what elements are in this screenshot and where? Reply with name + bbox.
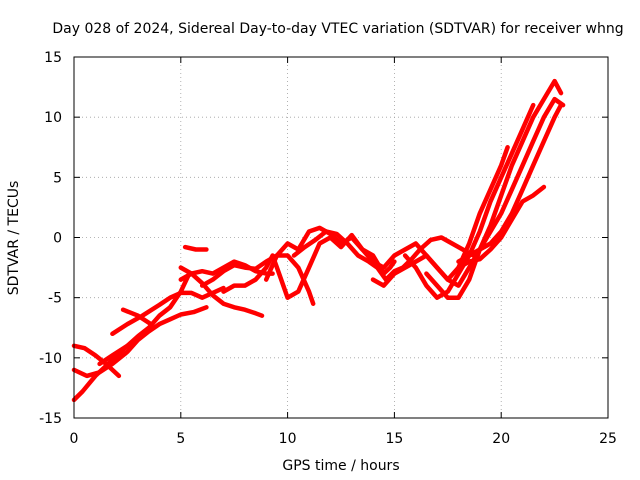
x-tick-label: 10 xyxy=(279,431,297,447)
series-arc18 xyxy=(456,102,564,264)
series-arc8 xyxy=(182,244,209,252)
y-tick-label: -10 xyxy=(39,351,62,367)
y-tick-label: 15 xyxy=(44,50,62,66)
y-tick-label: 5 xyxy=(53,170,62,186)
y-tick-label: 10 xyxy=(44,110,62,126)
tick-labels: 0 5 10 15 20 25 -15 -10 -5 0 5 10 15 xyxy=(39,50,617,447)
series-arc16 xyxy=(424,78,564,300)
series-arc3 xyxy=(71,305,209,379)
y-tick-label: -15 xyxy=(39,411,62,427)
series-layer xyxy=(71,78,566,403)
axis-ticks xyxy=(73,56,609,419)
y-tick-label: 0 xyxy=(53,231,62,247)
x-tick-label: 25 xyxy=(599,431,617,447)
x-axis-label: GPS time / hours xyxy=(282,458,399,474)
series-arc6 xyxy=(120,307,154,327)
series-arc19 xyxy=(456,184,547,270)
series-arc7 xyxy=(178,265,265,318)
chart-title: Day 028 of 2024, Sidereal Day-to-day VTE… xyxy=(52,21,623,37)
series-arc5 xyxy=(97,329,147,367)
series-arc17 xyxy=(434,96,566,288)
y-axis-label: SDTVAR / TECUs xyxy=(6,181,22,296)
series-arc4 xyxy=(110,285,226,337)
x-tick-label: 15 xyxy=(385,431,403,447)
x-tick-label: 5 xyxy=(176,431,185,447)
y-tick-label: -5 xyxy=(48,291,62,307)
series-arc11 xyxy=(221,232,440,300)
x-tick-label: 0 xyxy=(70,431,79,447)
x-tick-label: 20 xyxy=(492,431,510,447)
series-arc10 xyxy=(199,253,316,306)
series-arc1 xyxy=(71,271,192,403)
